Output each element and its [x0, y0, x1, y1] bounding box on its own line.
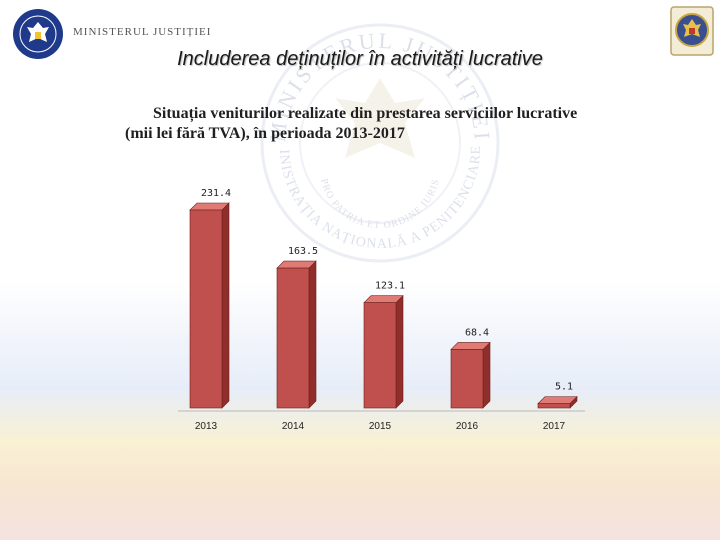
penitentiary-watermark-emblem: MINISTERUL JUSTIȚIEI PRO PATRIA ET ORDIN… [255, 18, 500, 263]
bar-side [482, 341, 491, 409]
slide-title: Includerea deținuților în activități luc… [177, 48, 543, 70]
data-label-2015: 123.1 [375, 281, 405, 292]
bar-top [363, 295, 404, 303]
x-tick-label-2013: 2013 [195, 421, 218, 432]
bar-top [276, 260, 317, 269]
ministry-name: MINISTERUL JUSTIȚIEI [73, 26, 212, 38]
bar-series: 231.4 2013 163.5 2014 123.1 2015 68.4 2016 5.1 20… [189, 188, 578, 432]
bar-side [221, 202, 230, 409]
bar-top [537, 396, 578, 404]
x-tick-label-2015: 2015 [369, 421, 392, 432]
bar-side [308, 260, 317, 409]
data-label-2017: 5.1 [555, 382, 573, 393]
government-of-romania-logo [13, 9, 63, 59]
bar-side [395, 294, 404, 409]
chart-title: Situația veniturilor realizate din prest… [125, 105, 578, 142]
data-label-2016: 68.4 [465, 327, 489, 338]
bar-2013 [189, 209, 223, 409]
bar-2015 [363, 302, 397, 409]
bar-2017 [537, 403, 571, 409]
bar-top [189, 202, 230, 211]
x-tick-label-2017: 2017 [543, 421, 566, 432]
data-label-2014: 163.5 [288, 246, 318, 257]
x-tick-label-2014: 2014 [282, 421, 305, 432]
x-tick-label-2016: 2016 [456, 421, 479, 432]
penitentiary-emblem-logo [670, 6, 714, 56]
bar-2016 [450, 349, 484, 409]
bar-2014 [276, 267, 310, 409]
data-label-2013: 231.4 [201, 188, 231, 199]
bar-top [450, 342, 491, 350]
